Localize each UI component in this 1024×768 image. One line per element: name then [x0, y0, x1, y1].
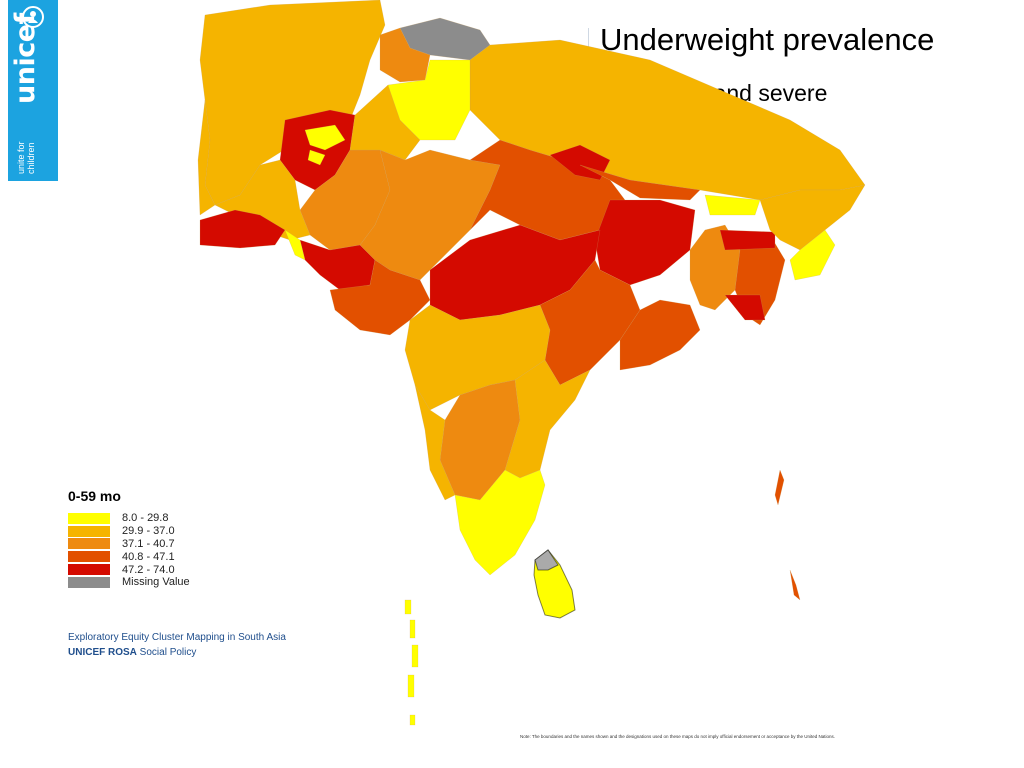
- legend-item: 37.1 - 40.7: [68, 538, 190, 551]
- credit-line-2-rest: Social Policy: [136, 647, 197, 658]
- region-nepal: [579, 164, 701, 201]
- region-northeast: [759, 184, 866, 251]
- legend-items: 8.0 - 29.8 29.9 - 37.0 37.1 - 40.7 40.8 - 4…: [68, 512, 190, 589]
- legend-swatch: [68, 551, 110, 563]
- region-bangladesh-red: [719, 229, 776, 251]
- legend-item: 40.8 - 47.1: [68, 550, 190, 563]
- map-regions: [197, 0, 866, 726]
- map-legend: 0-59 mo 8.0 - 29.8 29.9 - 37.0 37.1 - 40.7…: [68, 488, 190, 589]
- region-rajasthan: [359, 149, 501, 281]
- legend-swatch: [68, 512, 110, 524]
- credit-org: UNICEF ROSA: [68, 647, 137, 658]
- legend-swatch: [68, 525, 110, 537]
- region-ne-yellow: [704, 194, 761, 216]
- legend-item: 8.0 - 29.8: [68, 512, 190, 525]
- region-nw-yellow: [304, 124, 346, 151]
- region-ne-east-yellow: [789, 229, 836, 281]
- region-balochistan-red: [199, 209, 286, 249]
- credit-line-1: Exploratory Equity Cluster Mapping in So…: [68, 632, 286, 643]
- region-nw-yellow-2: [307, 149, 326, 166]
- legend-item: 29.9 - 37.0: [68, 525, 190, 538]
- legend-label: Missing Value: [122, 576, 190, 589]
- legend-item: 47.2 - 74.0: [68, 563, 190, 576]
- unicef-emblem-icon: [22, 6, 44, 28]
- legend-title: 0-59 mo: [68, 488, 121, 504]
- credit-block: Exploratory Equity Cluster Mapping in So…: [68, 630, 286, 660]
- region-tamil-nadu: [454, 469, 546, 576]
- region-punjab-india: [349, 84, 421, 161]
- legend-label: 29.9 - 37.0: [122, 525, 175, 538]
- region-kashmir-orange: [379, 27, 431, 83]
- legend-swatch: [68, 538, 110, 550]
- legend-label: 8.0 - 29.8: [122, 512, 169, 525]
- disclaimer-note: Note: The boundaries and the names shown…: [520, 734, 836, 739]
- region-bd-south-red: [724, 294, 766, 321]
- legend-swatch: [68, 576, 110, 588]
- region-nicobar: [789, 569, 801, 601]
- region-maldives: [404, 599, 419, 726]
- region-andhra: [504, 359, 591, 479]
- region-sri-lanka-missing: [534, 549, 559, 571]
- legend-item: Missing Value: [68, 576, 190, 589]
- legend-swatch: [68, 564, 110, 576]
- legend-label: 40.8 - 47.1: [122, 550, 175, 563]
- region-andaman: [774, 469, 785, 506]
- region-odisha: [619, 299, 701, 371]
- legend-label: 47.2 - 74.0: [122, 563, 175, 576]
- unicef-logo: unicef unite for children: [8, 0, 58, 181]
- region-yellow-south-pk: [284, 229, 306, 261]
- region-bihar: [594, 199, 696, 286]
- page-title: Underweight prevalence: [600, 22, 935, 57]
- legend-label: 37.1 - 40.7: [122, 537, 175, 550]
- credit-line-2: UNICEF ROSA Social Policy: [68, 645, 286, 660]
